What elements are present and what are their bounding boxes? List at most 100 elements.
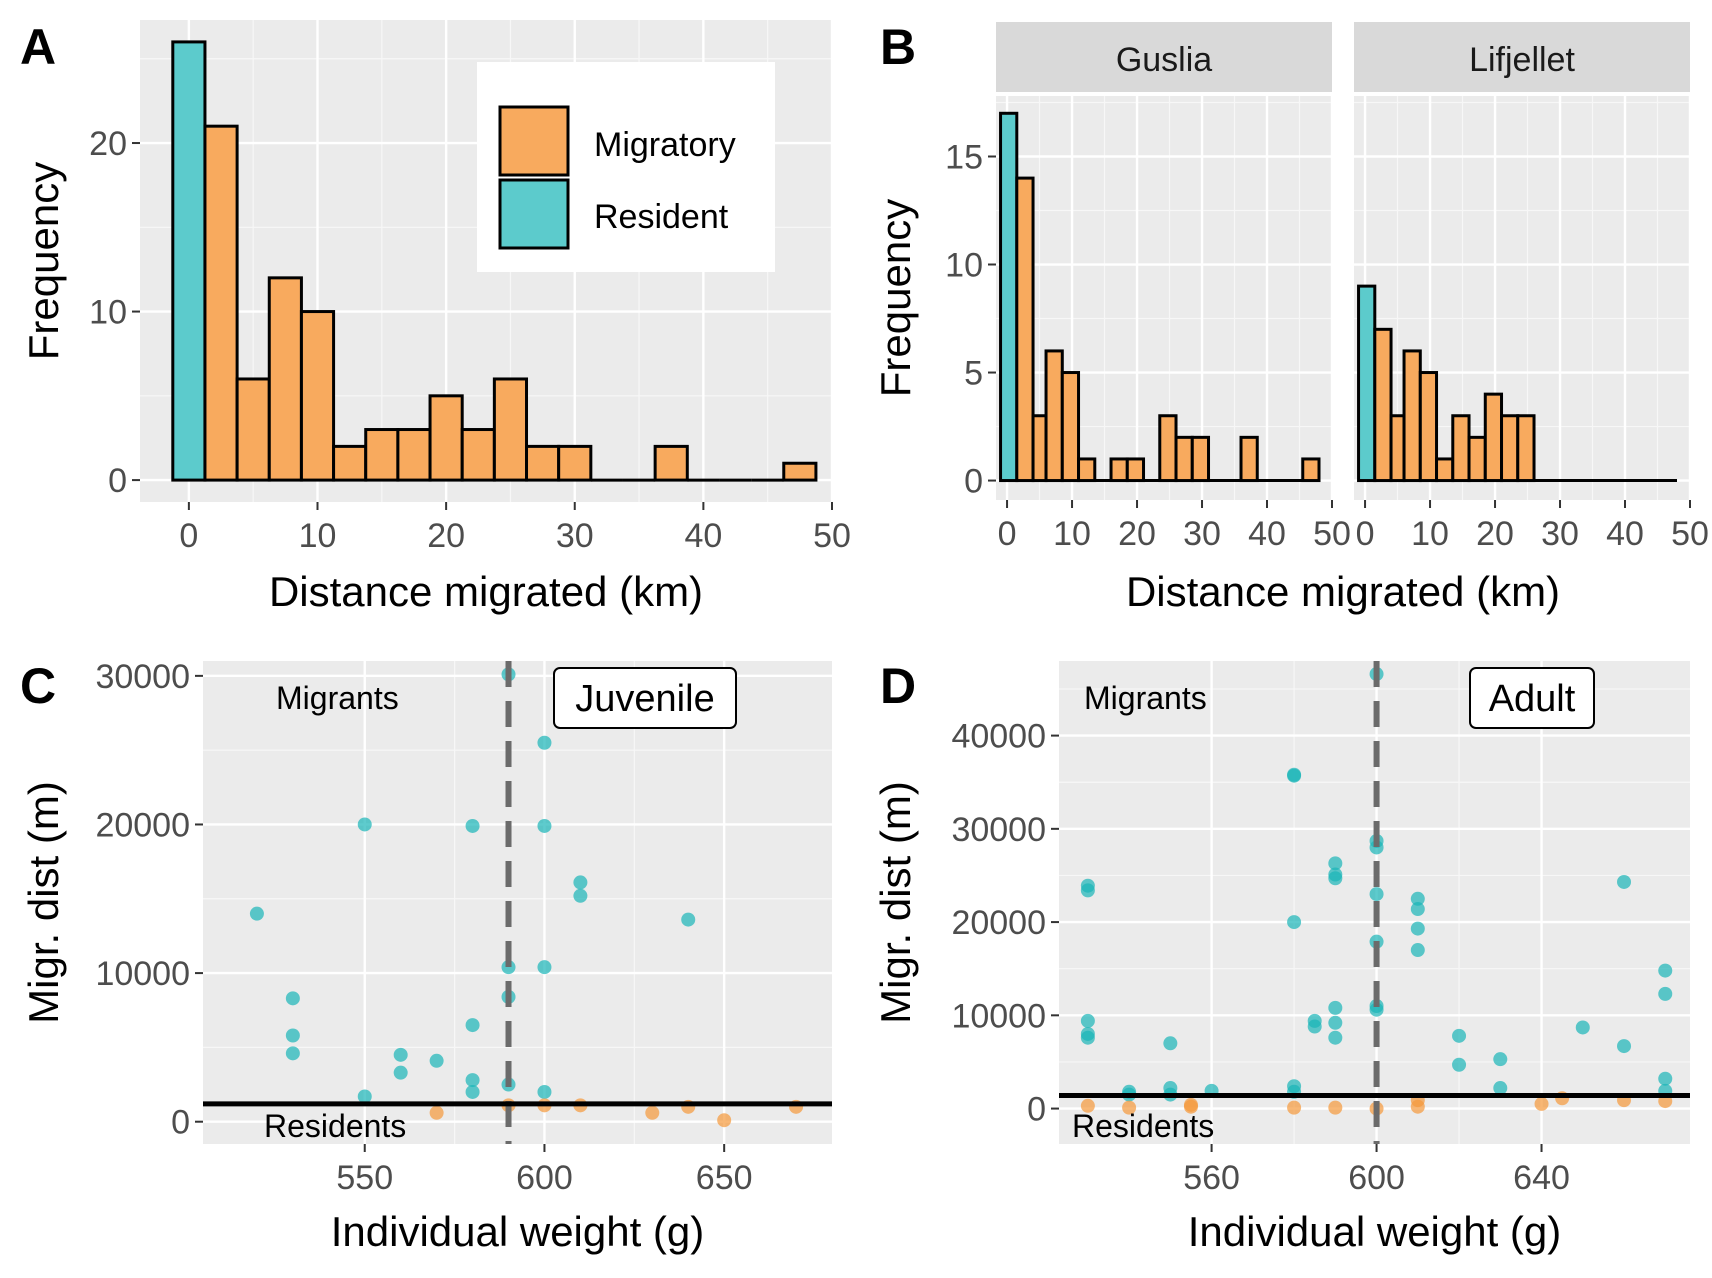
panel-c-y-tick-label: 0 bbox=[171, 1104, 190, 1142]
panel-c-x-tick-label: 650 bbox=[696, 1159, 753, 1197]
panel-b-facet-1-bar bbox=[1060, 371, 1081, 483]
panel-b-facet-1-bar bbox=[1077, 457, 1097, 483]
panel-d-x-tick-label: 560 bbox=[1183, 1159, 1240, 1197]
panel-d-point bbox=[1617, 874, 1632, 889]
panel-d-point bbox=[1493, 1052, 1508, 1067]
panel-b-facet-2-bar bbox=[1435, 457, 1455, 483]
panel-d-point bbox=[1658, 963, 1673, 978]
panel-b-facet-1-strip-label: Guslia bbox=[1116, 41, 1212, 79]
panel-d-point bbox=[1328, 1015, 1343, 1030]
panel-d-point bbox=[1452, 1057, 1467, 1072]
panel-b-facet-2: Lifjellet 0 10 20 30 40 50 bbox=[1354, 22, 1709, 553]
panel-a-x-tick-label: 50 bbox=[813, 517, 851, 555]
panel-d-point bbox=[1328, 856, 1343, 871]
panel-b-facet-1-bar bbox=[1044, 349, 1064, 483]
panel-b-y-tick-label: 5 bbox=[964, 355, 983, 393]
panel-d-point bbox=[1452, 1028, 1467, 1043]
panel-c-point bbox=[537, 960, 552, 975]
panel-c-point bbox=[285, 1046, 300, 1061]
legend-label-resident: Resident bbox=[594, 198, 729, 236]
panel-c-letter: C bbox=[20, 658, 56, 714]
panel-b-facet-2-x-tick-label: 0 bbox=[1356, 515, 1375, 553]
panel-d-annotation-residents: Residents bbox=[1072, 1108, 1214, 1144]
panel-a-bar bbox=[267, 276, 303, 482]
panel-b-facet-2-bar bbox=[1373, 327, 1393, 483]
panel-a-bar bbox=[492, 377, 529, 482]
panel-c-point bbox=[537, 818, 552, 833]
panel-b-facet-1-bar bbox=[1190, 435, 1211, 483]
panel-b-x-axis-title: Distance migrated (km) bbox=[1126, 568, 1560, 615]
panel-c-points bbox=[249, 667, 804, 1128]
panel-d-point bbox=[1080, 1030, 1095, 1045]
panel-a-bar bbox=[235, 377, 271, 482]
panel-d-point bbox=[1493, 1081, 1508, 1096]
panel-c-x-tick-label: 600 bbox=[516, 1159, 573, 1197]
panel-b-facet-1-bar bbox=[1031, 414, 1048, 483]
panel-d-age-label: Adult bbox=[1489, 678, 1576, 720]
panel-c: C Migrants Residents Juvenile 550 600 650 0 100… bbox=[20, 658, 832, 1255]
panel-d: D Migrants Residents Adult 560 600 640 0 10000 2… bbox=[872, 658, 1690, 1255]
panel-d-point bbox=[1369, 840, 1384, 855]
panel-d-y-tick-label: 40000 bbox=[951, 718, 1046, 756]
panel-c-point bbox=[537, 735, 552, 750]
panel-a-x-axis-title: Distance migrated (km) bbox=[269, 568, 703, 615]
panel-c-point bbox=[465, 1084, 480, 1099]
panel-d-age-label-box bbox=[1469, 667, 1595, 729]
panel-c-point bbox=[573, 888, 588, 903]
panel-c-point bbox=[717, 1113, 732, 1128]
panel-b-facet-1-bar bbox=[1125, 457, 1146, 483]
panel-d-point bbox=[1369, 1002, 1384, 1017]
panel-a: A 0 10 20 30 40 50 0 10 20 Distance migrated (km)… bbox=[20, 19, 851, 615]
panel-c-age-label: Juvenile bbox=[575, 678, 714, 720]
panel-b-facet-2-bar bbox=[1418, 371, 1439, 483]
panel-d-point bbox=[1410, 891, 1425, 906]
panel-d-point bbox=[1328, 871, 1343, 886]
panel-c-point bbox=[501, 960, 516, 975]
panel-a-x-tick-label: 30 bbox=[556, 517, 594, 555]
panel-a-y-tick-label: 0 bbox=[108, 462, 127, 500]
panel-c-y-tick-label: 30000 bbox=[95, 658, 190, 696]
panel-b-facet-2-bar bbox=[1389, 414, 1406, 483]
panel-a-y-tick-label: 10 bbox=[89, 294, 127, 332]
panel-b-letter: B bbox=[880, 19, 916, 75]
panel-c-point bbox=[357, 1089, 372, 1104]
panel-d-letter: D bbox=[880, 658, 916, 714]
panel-b-facet-2-bar bbox=[1467, 435, 1487, 483]
panel-a-letter: A bbox=[20, 19, 56, 75]
panel-a-bar bbox=[653, 444, 689, 482]
panel-c-point bbox=[429, 1105, 444, 1120]
panel-c-annotation-residents: Residents bbox=[264, 1108, 406, 1144]
panel-c-age-label-box bbox=[553, 667, 737, 729]
panel-a-bar bbox=[782, 461, 818, 482]
panel-c-x-axis-title: Individual weight (g) bbox=[331, 1208, 705, 1255]
panel-d-point bbox=[1658, 986, 1673, 1001]
panel-b-facet-2-bar bbox=[1357, 284, 1377, 483]
panel-d-y-tick-label: 10000 bbox=[951, 997, 1046, 1035]
panel-b-facet-1-x-tick-label: 20 bbox=[1118, 515, 1156, 553]
panel-d-point bbox=[1369, 887, 1384, 902]
panel-b-facet-2-x-tick-label: 40 bbox=[1606, 515, 1644, 553]
panel-b-facet-2-bar bbox=[1483, 392, 1504, 483]
panel-b-facet-2-bar bbox=[1500, 414, 1520, 483]
panel-c-point bbox=[681, 912, 696, 927]
panel-d-point bbox=[1617, 1039, 1632, 1054]
panel-b-facet-1-x-tick-label: 10 bbox=[1053, 515, 1091, 553]
panel-c-point bbox=[465, 818, 480, 833]
panel-c-point bbox=[357, 817, 372, 832]
panel-b-facet-2-strip bbox=[1354, 22, 1690, 92]
panel-b-facet-1-x-tick-label: 30 bbox=[1183, 515, 1221, 553]
panel-c-point bbox=[393, 1047, 408, 1062]
panel-b-facet-1-bar bbox=[999, 111, 1019, 483]
panel-b-facet-2-x-tick-label: 20 bbox=[1476, 515, 1514, 553]
panel-c-x-tick-label: 550 bbox=[336, 1159, 393, 1197]
panel-d-point bbox=[1328, 1030, 1343, 1045]
panel-c-point bbox=[393, 1065, 408, 1080]
panel-a-x-tick-label: 0 bbox=[179, 517, 198, 555]
panel-b-facet-1-strip bbox=[996, 22, 1332, 92]
panel-b-facet-1-bar bbox=[1239, 435, 1259, 483]
panel-a-bar bbox=[557, 444, 593, 482]
panel-b-y-tick-label: 15 bbox=[945, 138, 983, 176]
panel-b-facet-1-bar bbox=[1174, 435, 1194, 483]
panel-a-bar bbox=[171, 40, 207, 482]
